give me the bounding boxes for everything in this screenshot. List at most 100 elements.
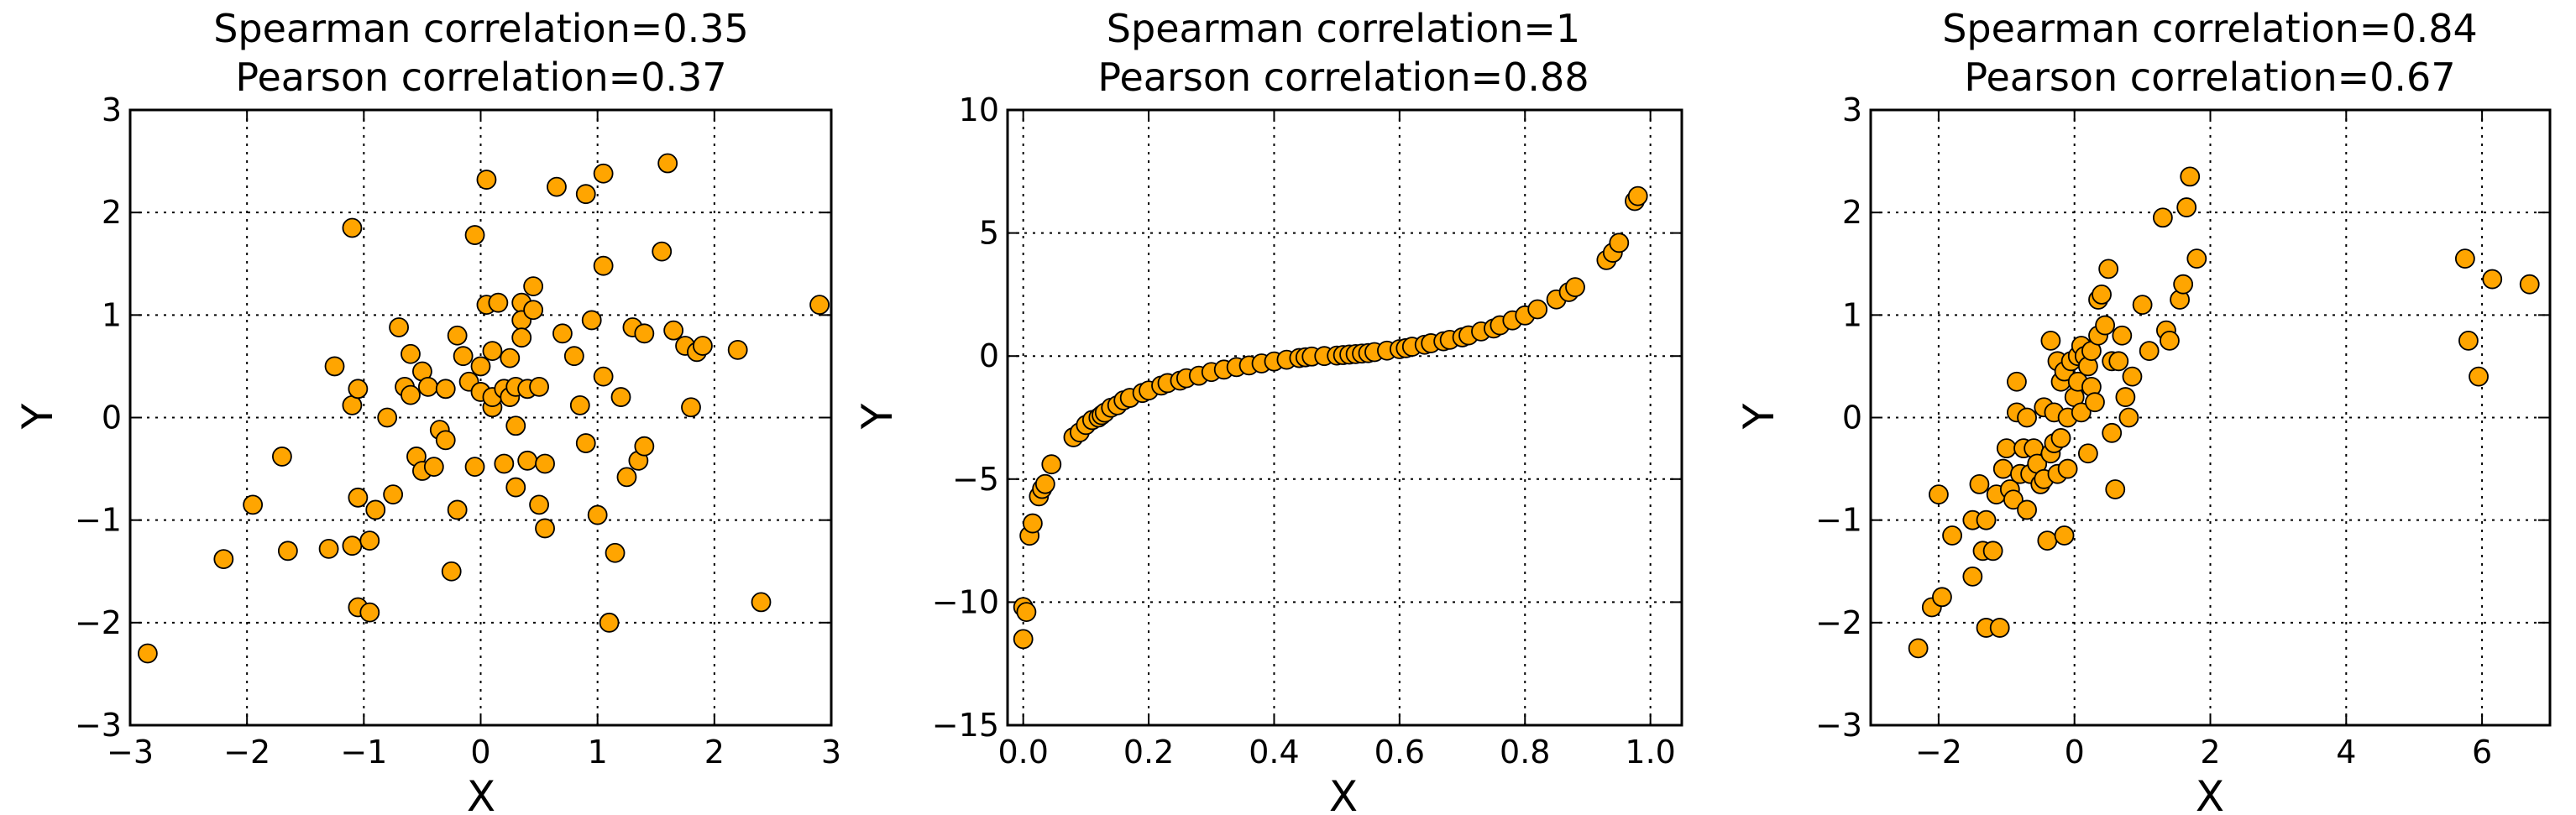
y-tick-label: 2 — [1842, 194, 1862, 231]
scatter-point — [2458, 330, 2479, 351]
y-tick-label: 3 — [1842, 91, 1862, 128]
scatter-point — [342, 535, 363, 556]
scatter-point — [2469, 366, 2489, 387]
scatter-point — [1982, 541, 2003, 562]
scatter-point — [2160, 330, 2180, 351]
scatter-point — [447, 499, 468, 520]
scatter-point — [1527, 299, 1548, 320]
scatter-point — [535, 518, 555, 539]
x-tick-label: −2 — [223, 734, 270, 771]
scatter-point — [2007, 371, 2027, 392]
y-tick-label: −2 — [1815, 604, 1862, 641]
scatter-point — [2180, 166, 2201, 187]
scatter-point — [1609, 232, 1630, 253]
scatter-point — [599, 612, 620, 633]
x-tick-label: 6 — [2472, 734, 2492, 771]
scatter-point — [587, 504, 608, 525]
x-tick-label: 0.8 — [1500, 734, 1550, 771]
scatter-point — [447, 325, 468, 346]
scatter-point — [2139, 341, 2160, 361]
scatter-point — [243, 494, 264, 515]
y-tick-label: 5 — [979, 215, 999, 252]
scatter-point — [1996, 438, 2017, 459]
x-tick-label: 3 — [821, 734, 841, 771]
y-axis-label: Y — [853, 403, 902, 430]
scatter-point — [523, 276, 544, 297]
chart-panel-2: Spearman correlation=1 Pearson correlati… — [853, 6, 1683, 815]
scatter-point — [1942, 525, 1962, 546]
scatter-point — [2098, 259, 2119, 280]
scatter-point — [535, 453, 555, 474]
scatter-point — [2071, 402, 2092, 423]
y-tick-label: −15 — [932, 707, 999, 744]
scatter-point — [634, 436, 655, 457]
scatter-point — [500, 347, 521, 368]
y-tick-label: −3 — [1815, 707, 1862, 744]
scatter-point — [809, 295, 830, 316]
scatter-point — [2454, 248, 2475, 269]
scatter-point — [2037, 530, 2058, 551]
y-tick-label: 0 — [102, 400, 122, 436]
scatter-point — [488, 292, 509, 313]
scatter-point — [505, 477, 526, 498]
axes-frame — [128, 108, 833, 727]
scatter-point — [511, 327, 532, 348]
scatter-point — [435, 430, 456, 451]
scatter-point — [1041, 454, 1062, 475]
x-tick-label: 0 — [2065, 734, 2085, 771]
scatter-point — [318, 538, 339, 559]
scatter-point — [383, 484, 404, 505]
scatter-point — [2108, 351, 2129, 372]
scatter-point — [342, 217, 363, 238]
scatter-point — [1976, 509, 1997, 530]
x-tick-label: 0.4 — [1249, 734, 1299, 771]
scatter-point — [581, 310, 602, 331]
scatter-point — [348, 379, 369, 400]
scatter-point — [2122, 366, 2143, 387]
scatter-point — [2115, 387, 2136, 407]
scatter-point — [401, 384, 421, 405]
chart-title-line-1: Spearman correlation=0.35 — [213, 6, 749, 51]
scatter-point — [464, 225, 485, 245]
scatter-point — [2050, 428, 2071, 448]
x-axis-label: X — [467, 772, 495, 815]
scatter-point — [663, 320, 684, 341]
scatter-point — [464, 457, 485, 478]
x-tick-label: −3 — [107, 734, 154, 771]
x-tick-label: 1.0 — [1625, 734, 1675, 771]
x-tick-label: 2 — [704, 734, 725, 771]
scatter-point — [2173, 274, 2194, 295]
scatter-point — [476, 170, 497, 190]
scatter-point — [1992, 458, 2013, 479]
y-tick-label: −1 — [1815, 502, 1862, 539]
scatter-point — [575, 433, 596, 453]
scatter-point — [517, 450, 538, 471]
scatter-point — [494, 453, 515, 474]
x-tick-label: 0.6 — [1374, 734, 1425, 771]
y-tick-label: −1 — [75, 502, 122, 539]
scatter-point — [1627, 185, 1648, 206]
axes-frame — [1869, 108, 2552, 727]
y-tick-label: 10 — [959, 91, 999, 128]
axes-frame — [1006, 108, 1683, 727]
x-tick-label: 1 — [588, 734, 608, 771]
scatter-point — [324, 356, 345, 377]
x-tick-label: −2 — [1915, 734, 1962, 771]
y-tick-label: 0 — [1842, 400, 1862, 436]
scatter-point — [2095, 315, 2116, 336]
chart-panel-3: Spearman correlation=0.84 Pearson correl… — [1735, 6, 2552, 815]
y-axis-label: Y — [1735, 403, 1783, 430]
scatter-point — [359, 602, 380, 623]
scatter-point — [2017, 499, 2037, 520]
scatter-point — [616, 467, 637, 488]
scatter-point — [1908, 638, 1929, 659]
scatter-point — [634, 323, 655, 344]
scatter-point — [1022, 513, 1043, 534]
scatter-point — [423, 457, 444, 478]
scatter-point — [2077, 443, 2098, 464]
scatter-point — [2085, 392, 2105, 413]
scatter-point — [547, 176, 567, 197]
scatter-point — [1932, 587, 1952, 608]
x-tick-label: 0 — [470, 734, 490, 771]
